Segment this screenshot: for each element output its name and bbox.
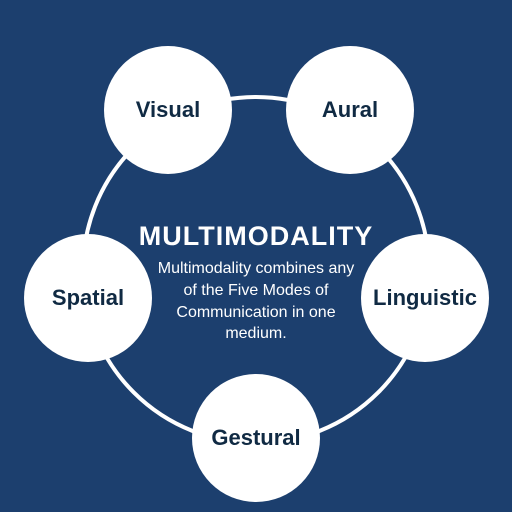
node-aural: Aural: [286, 46, 414, 174]
node-label-gestural: Gestural: [211, 426, 300, 450]
center-block: MULTIMODALITY Multimodality combines any…: [150, 193, 362, 373]
multimodality-diagram: MULTIMODALITY Multimodality combines any…: [0, 0, 512, 512]
center-title: MULTIMODALITY: [139, 221, 373, 252]
node-label-spatial: Spatial: [52, 286, 124, 310]
node-visual: Visual: [104, 46, 232, 174]
node-spatial: Spatial: [24, 234, 152, 362]
node-linguistic: Linguistic: [361, 234, 489, 362]
node-label-visual: Visual: [136, 98, 200, 122]
node-gestural: Gestural: [192, 374, 320, 502]
center-description: Multimodality combines any of the Five M…: [150, 258, 362, 344]
node-label-linguistic: Linguistic: [373, 286, 477, 310]
node-label-aural: Aural: [322, 98, 378, 122]
